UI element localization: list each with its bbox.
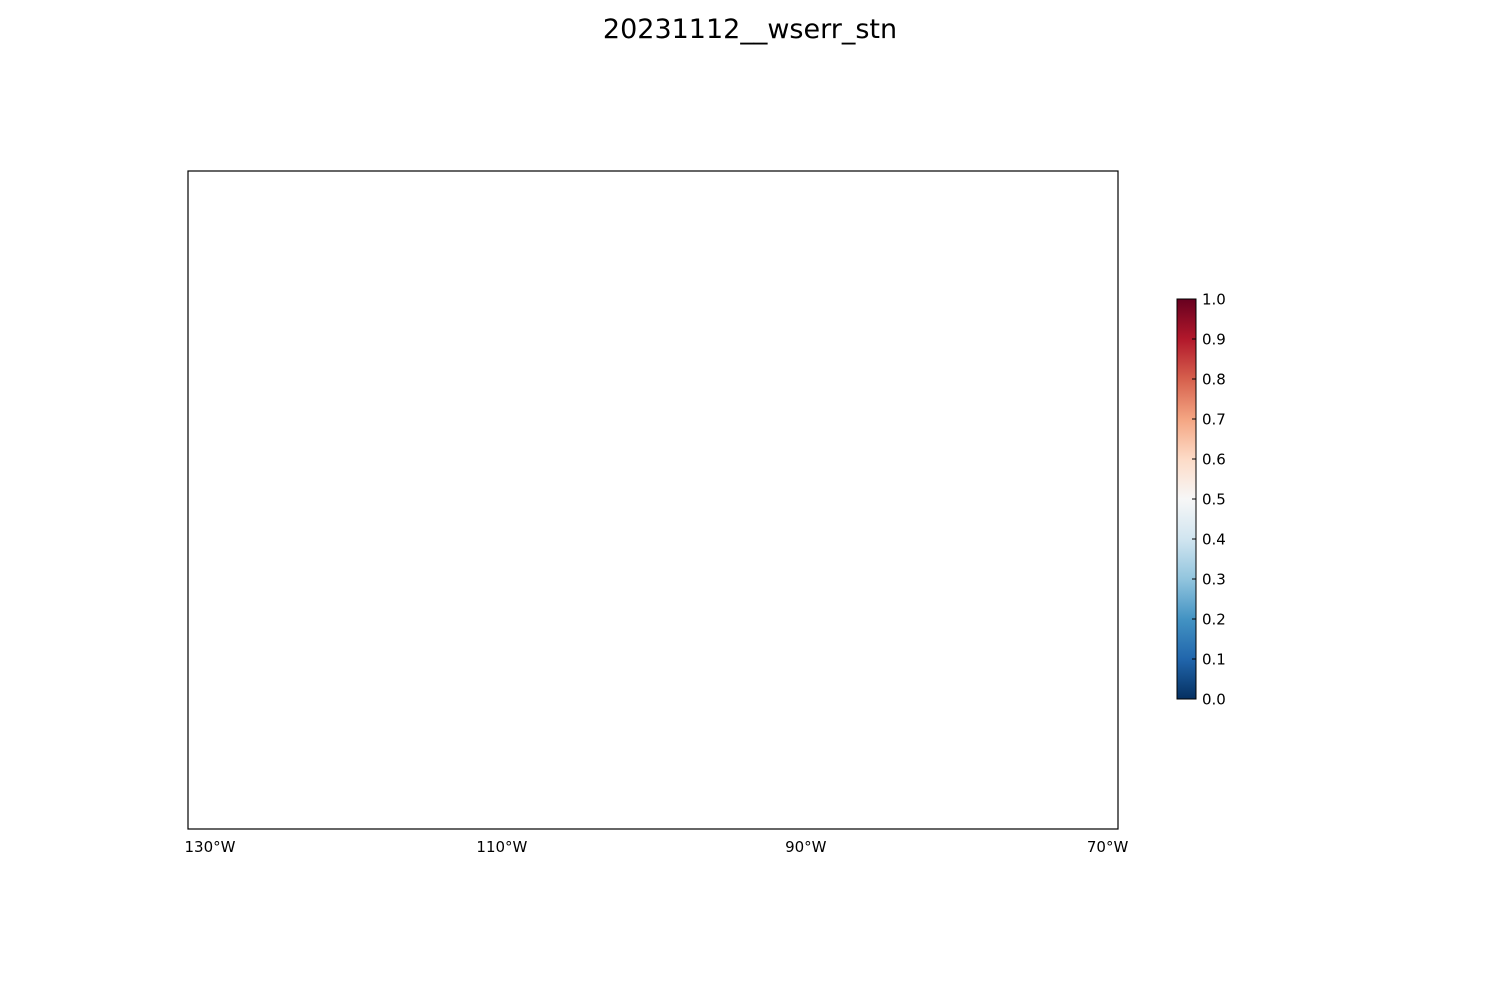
colorbar-tick-label: 0.4 xyxy=(1202,531,1226,549)
longitude-label: 110°W xyxy=(476,838,527,856)
colorbar: 0.0 0.1 0.2 0.3 0.4 0.5 0.6 0.7 0.8 0.9 1.0 xyxy=(1177,291,1226,709)
colorbar-tick-label: 0.0 xyxy=(1202,691,1226,709)
colorbar-tick-label: 0.6 xyxy=(1202,451,1226,469)
longitude-labels: 130°W 110°W 90°W 70°W xyxy=(185,838,1129,856)
colorbar-tick-label: 0.3 xyxy=(1202,571,1226,589)
colorbar-tick-label: 0.5 xyxy=(1202,491,1226,509)
colorbar-tick-label: 0.1 xyxy=(1202,651,1226,669)
colorbar-tick-label: 0.7 xyxy=(1202,411,1226,429)
longitude-label: 70°W xyxy=(1087,838,1129,856)
longitude-label: 90°W xyxy=(785,838,827,856)
colorbar-tick-label: 1.0 xyxy=(1202,291,1226,309)
longitude-label: 130°W xyxy=(185,838,236,856)
colorbar-tick-label: 0.8 xyxy=(1202,371,1226,389)
map-panel xyxy=(188,0,1225,829)
colorbar-ticks: 0.0 0.1 0.2 0.3 0.4 0.5 0.6 0.7 0.8 0.9 1.0 xyxy=(1192,291,1226,709)
colorbar-tick-label: 0.2 xyxy=(1202,611,1226,629)
colorbar-tick-label: 0.9 xyxy=(1202,331,1226,349)
